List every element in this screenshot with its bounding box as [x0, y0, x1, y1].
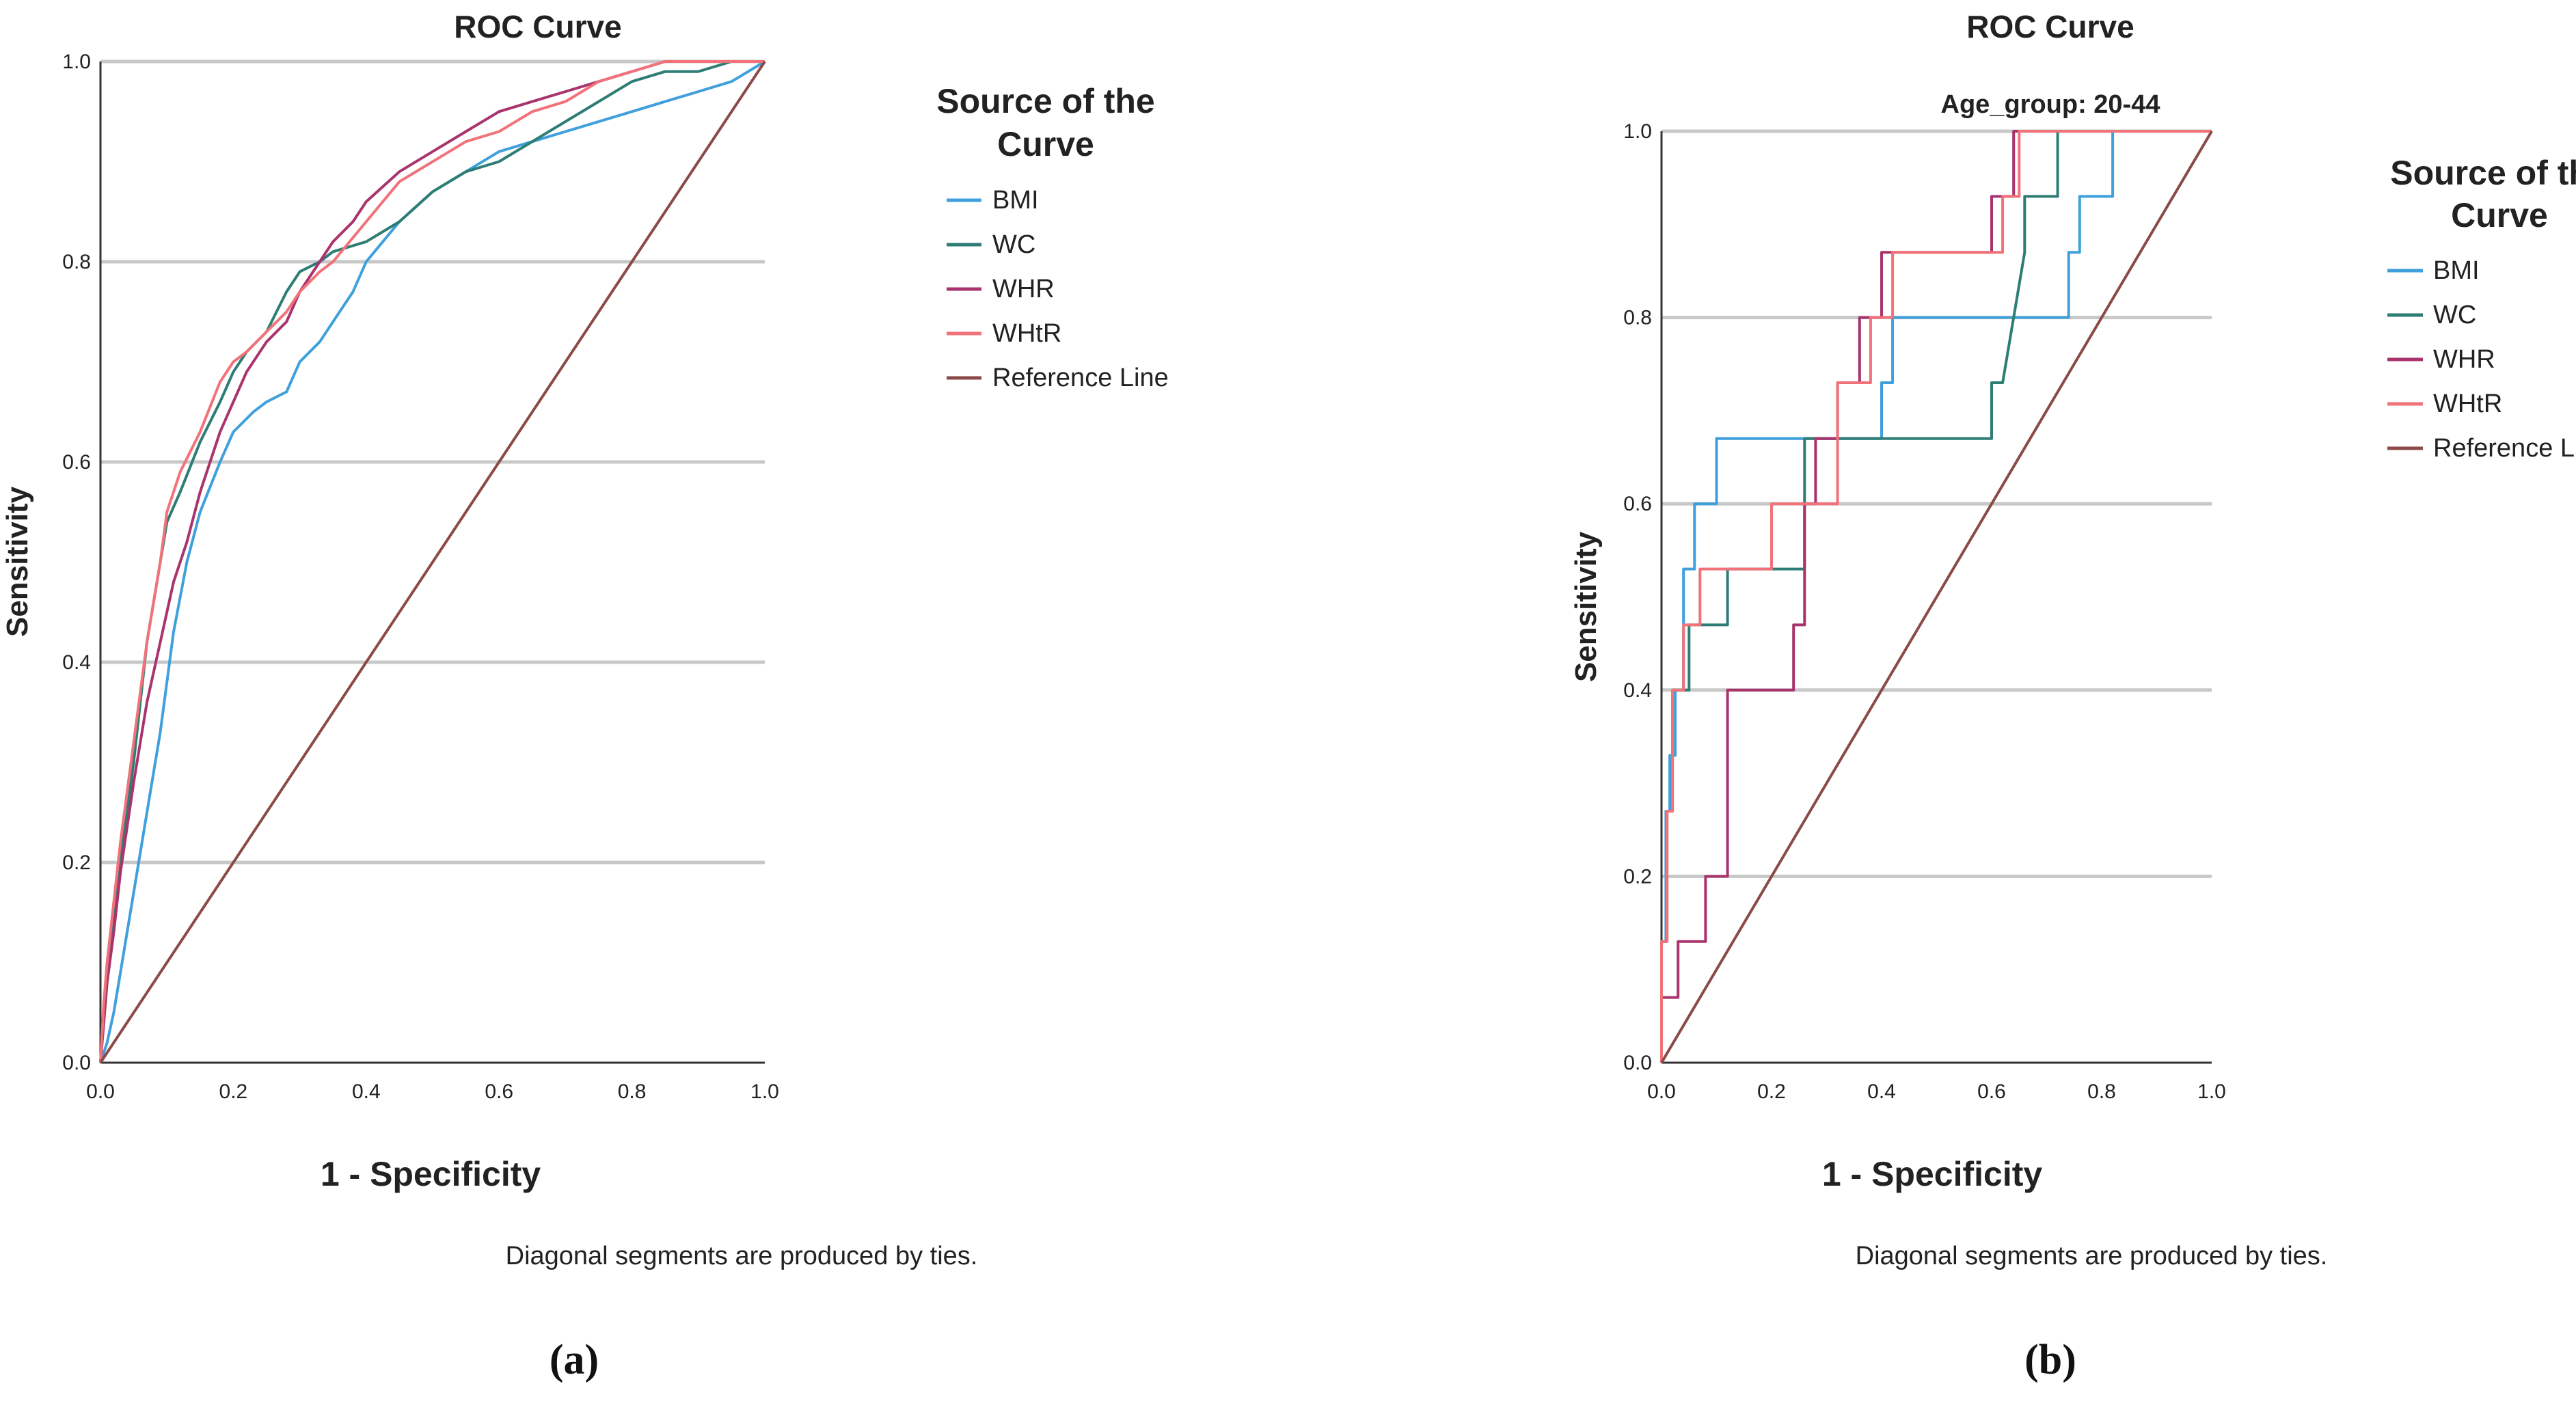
y-tick-label-b-5: 1.0	[1623, 120, 1652, 143]
x-tick-label-b-3: 0.6	[1977, 1080, 2006, 1103]
y-tick-label-b-2: 0.4	[1623, 679, 1652, 702]
y-axis-label-a: Sensitivity	[1, 486, 34, 637]
roc-line-b-reference-line	[1660, 130, 2213, 1064]
roc-line-b-bmi	[1660, 131, 2115, 1063]
x-tick-label-b-2: 0.4	[1867, 1080, 1896, 1103]
y-tick-label-b-4: 0.8	[1623, 307, 1652, 329]
legend-label-a-2: WHR	[992, 275, 1055, 303]
x-axis-label-a: 1 - Specificity	[321, 1155, 541, 1193]
y-axis-label-b: Sensitivity	[1569, 531, 1603, 682]
x-tick-label-a-0: 0.0	[86, 1080, 115, 1103]
footnote-b: Diagonal segments are produced by ties.	[1856, 1242, 2328, 1270]
legend-title-line2-b: Curve	[2451, 196, 2548, 234]
x-tick-label-a-1: 0.2	[219, 1080, 248, 1103]
x-tick-label-b-1: 0.2	[1757, 1080, 1786, 1103]
chart-title-a: ROC Curve	[454, 9, 621, 44]
roc-line-b-whtr	[1660, 130, 2212, 1063]
y-tick-label-a-0: 0.0	[62, 1052, 91, 1074]
legend-label-b-2: WHR	[2433, 345, 2495, 374]
x-tick-label-a-3: 0.6	[485, 1080, 513, 1103]
y-tick-label-a-5: 1.0	[62, 51, 91, 73]
y-tick-label-b-3: 0.6	[1623, 493, 1652, 515]
roc-line-a-whtr	[99, 60, 765, 1063]
x-tick-label-a-4: 0.8	[618, 1080, 647, 1103]
roc-line-a-reference-line	[99, 60, 766, 1064]
y-tick-label-b-0: 0.0	[1623, 1052, 1652, 1074]
y-tick-label-a-2: 0.4	[62, 651, 91, 674]
panel-caption-a: (a)	[550, 1337, 599, 1383]
roc-line-a-bmi	[99, 60, 766, 1063]
legend-label-b-3: WHtR	[2433, 390, 2502, 418]
x-tick-label-b-0: 0.0	[1647, 1080, 1676, 1103]
legend-label-b-0: BMI	[2433, 256, 2480, 285]
legend-label-a-3: WHtR	[992, 319, 1061, 348]
legend-label-a-4: Reference Line	[992, 364, 1169, 392]
legend-title-line1-b: Source of the	[2390, 154, 2576, 192]
y-tick-label-a-4: 0.8	[62, 251, 91, 273]
chart-subtitle-b: Age_group: 20-44	[1941, 90, 2160, 119]
x-tick-label-a-2: 0.4	[352, 1080, 381, 1103]
chart-title-b: ROC Curve	[1966, 9, 2134, 44]
y-tick-label-a-1: 0.2	[62, 852, 91, 874]
legend-label-b-1: WC	[2433, 301, 2476, 329]
x-axis-label-b: 1 - Specificity	[1822, 1155, 2043, 1193]
legend-label-a-1: WC	[992, 230, 1035, 259]
y-tick-label-b-1: 0.2	[1623, 865, 1652, 888]
roc-line-a-wc	[99, 60, 765, 1063]
legend-title-line1-a: Source of the	[936, 82, 1154, 120]
x-tick-label-b-5: 1.0	[2197, 1080, 2226, 1103]
footnote-a: Diagonal segments are produced by ties.	[506, 1242, 978, 1270]
x-tick-label-a-5: 1.0	[750, 1080, 779, 1103]
legend-label-a-0: BMI	[992, 186, 1039, 215]
y-tick-label-a-3: 0.6	[62, 451, 91, 474]
legend-title-line2-a: Curve	[997, 125, 1094, 163]
x-tick-label-b-4: 0.8	[2087, 1080, 2116, 1103]
panel-caption-b: (b)	[2024, 1337, 2076, 1383]
legend-label-b-4: Reference Line	[2433, 434, 2576, 463]
